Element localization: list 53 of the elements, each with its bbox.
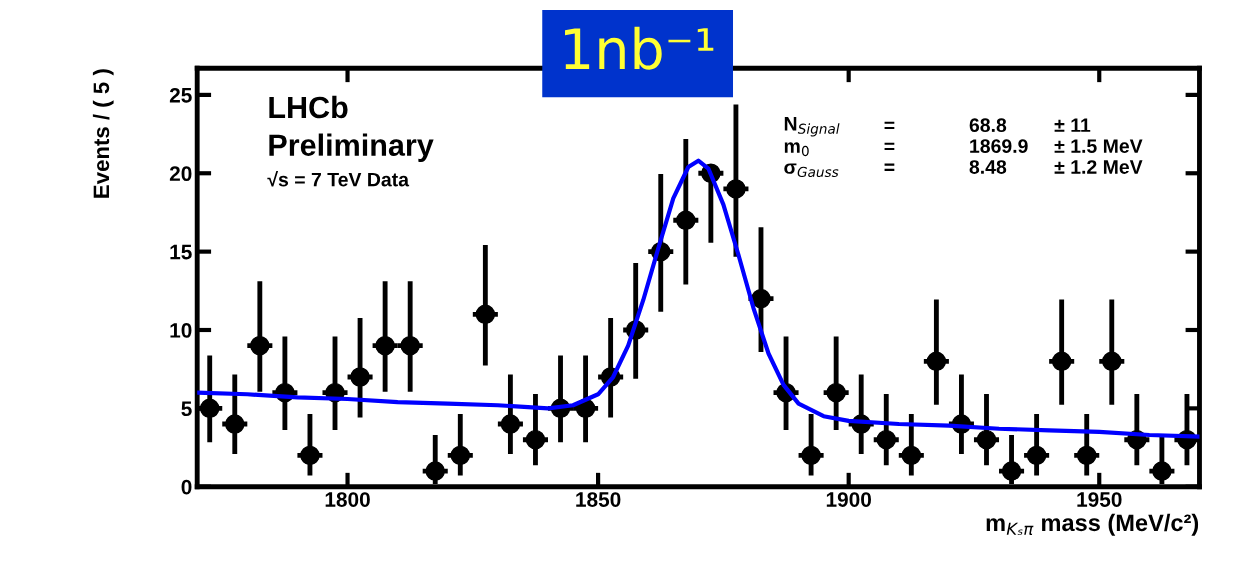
point: [475, 304, 496, 325]
y-tick-label: 20: [169, 166, 192, 182]
point: [801, 445, 821, 466]
annotation: ± 1.5 MeV: [1054, 139, 1143, 153]
annotation: 1nb⁻¹: [565, 26, 714, 70]
annotation: =: [884, 142, 895, 151]
y-tick-label: 25: [169, 87, 192, 103]
point: [1102, 351, 1122, 372]
point: [1026, 445, 1047, 466]
x-tick-label: 1800: [325, 492, 370, 507]
y-tick-label: 0: [181, 479, 192, 495]
point: [250, 335, 270, 356]
annotation: N$_{Signal}$: [784, 117, 840, 137]
annotation: Preliminary: [269, 133, 434, 162]
annotation: ± 11: [1054, 118, 1091, 132]
point: [1152, 461, 1172, 481]
annotation: ± 1.2 MeV: [1054, 160, 1143, 174]
y-tick-label: 15: [170, 244, 192, 260]
point: [826, 382, 846, 403]
point: [1051, 351, 1072, 372]
annotation: √s = 7 TeV Data: [267, 170, 410, 187]
point: [225, 414, 245, 434]
point: [199, 398, 220, 419]
y-tick-label: 10: [170, 323, 192, 338]
point: [751, 288, 771, 309]
annotation: σ$_{Gauss}$: [784, 163, 839, 178]
point: [726, 179, 746, 199]
x-tick-label: 1850: [576, 492, 621, 507]
point: [976, 429, 997, 450]
point: [901, 445, 922, 466]
point: [300, 445, 320, 466]
annotation: 1869.9: [970, 139, 1028, 153]
point: [425, 461, 445, 481]
x-tick-label: 1950: [1077, 492, 1122, 507]
point: [350, 367, 370, 387]
annotation: 8.48: [969, 160, 1007, 174]
annotation: 68.8: [969, 118, 1007, 133]
point: [1001, 461, 1022, 481]
point: [926, 351, 947, 372]
point: [500, 414, 521, 434]
annotation: =: [884, 163, 895, 171]
x-axis-title: m$_{Kₛπ}$ mass (MeV/c²): [986, 513, 1199, 536]
point: [525, 429, 546, 450]
point: [676, 210, 696, 231]
annotation: LHCb: [269, 95, 348, 119]
y-axis-title: Events / ( 5 ): [92, 69, 114, 198]
annotation: m$_{0}$: [784, 142, 809, 157]
annotation: =: [884, 121, 895, 130]
point: [1076, 445, 1097, 466]
point: [876, 429, 897, 450]
point: [450, 445, 471, 466]
x-tick-label: 1900: [826, 492, 871, 507]
y-tick-label: 5: [181, 401, 192, 417]
